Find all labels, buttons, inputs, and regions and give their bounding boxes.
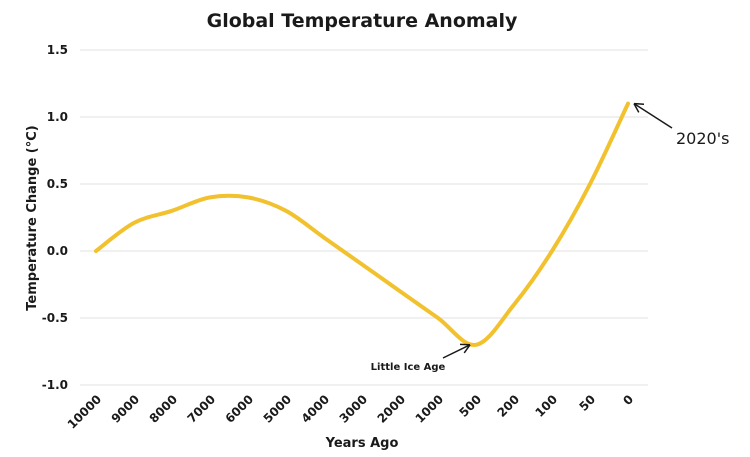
series-lines — [94, 101, 630, 347]
little-ice-age-arrow — [442, 343, 471, 359]
annotations: Little Ice Age 2020's — [371, 102, 729, 373]
chart-title: Global Temperature Anomaly — [207, 10, 518, 32]
y-tick-label: -0.5 — [42, 311, 68, 325]
x-tick-label: 100 — [532, 392, 560, 420]
y-tick-label: -1.0 — [42, 378, 68, 392]
x-tick-label: 2000 — [375, 392, 409, 426]
x-tick-label: 7000 — [185, 392, 219, 426]
x-tick-label: 6000 — [223, 392, 257, 426]
y-axis-ticks: 1.5 1.0 0.5 0.0 -0.5 -1.0 — [42, 43, 68, 392]
x-tick-label: 10000 — [65, 392, 104, 431]
label-2020s-arrow — [633, 102, 673, 129]
x-tick-label: 200 — [494, 392, 522, 420]
x-tick-label: 500 — [456, 392, 484, 420]
x-axis-ticks: 10000 9000 8000 7000 6000 5000 4000 3000 2000 100… — [65, 392, 636, 431]
x-tick-label: 8000 — [147, 392, 181, 426]
y-tick-label: 1.5 — [47, 43, 68, 57]
x-tick-label: 4000 — [299, 392, 333, 426]
y-axis-label: Temperature Change (°C) — [25, 125, 40, 310]
y-tick-label: 0.5 — [47, 177, 68, 191]
y-tick-label: 0.0 — [47, 244, 68, 258]
y-tick-label: 1.0 — [47, 110, 68, 124]
label-2020s: 2020's — [676, 129, 729, 148]
x-tick-label: 50 — [576, 392, 598, 414]
x-tick-label: 0 — [620, 392, 636, 408]
x-tick-label: 9000 — [109, 392, 143, 426]
grid-lines — [80, 49, 648, 386]
x-axis-label: Years Ago — [325, 436, 399, 451]
little-ice-age-label: Little Ice Age — [371, 362, 446, 373]
x-tick-label: 5000 — [261, 392, 295, 426]
x-tick-label: 3000 — [337, 392, 371, 426]
x-tick-label: 1000 — [413, 392, 447, 426]
temperature-line — [94, 101, 630, 347]
